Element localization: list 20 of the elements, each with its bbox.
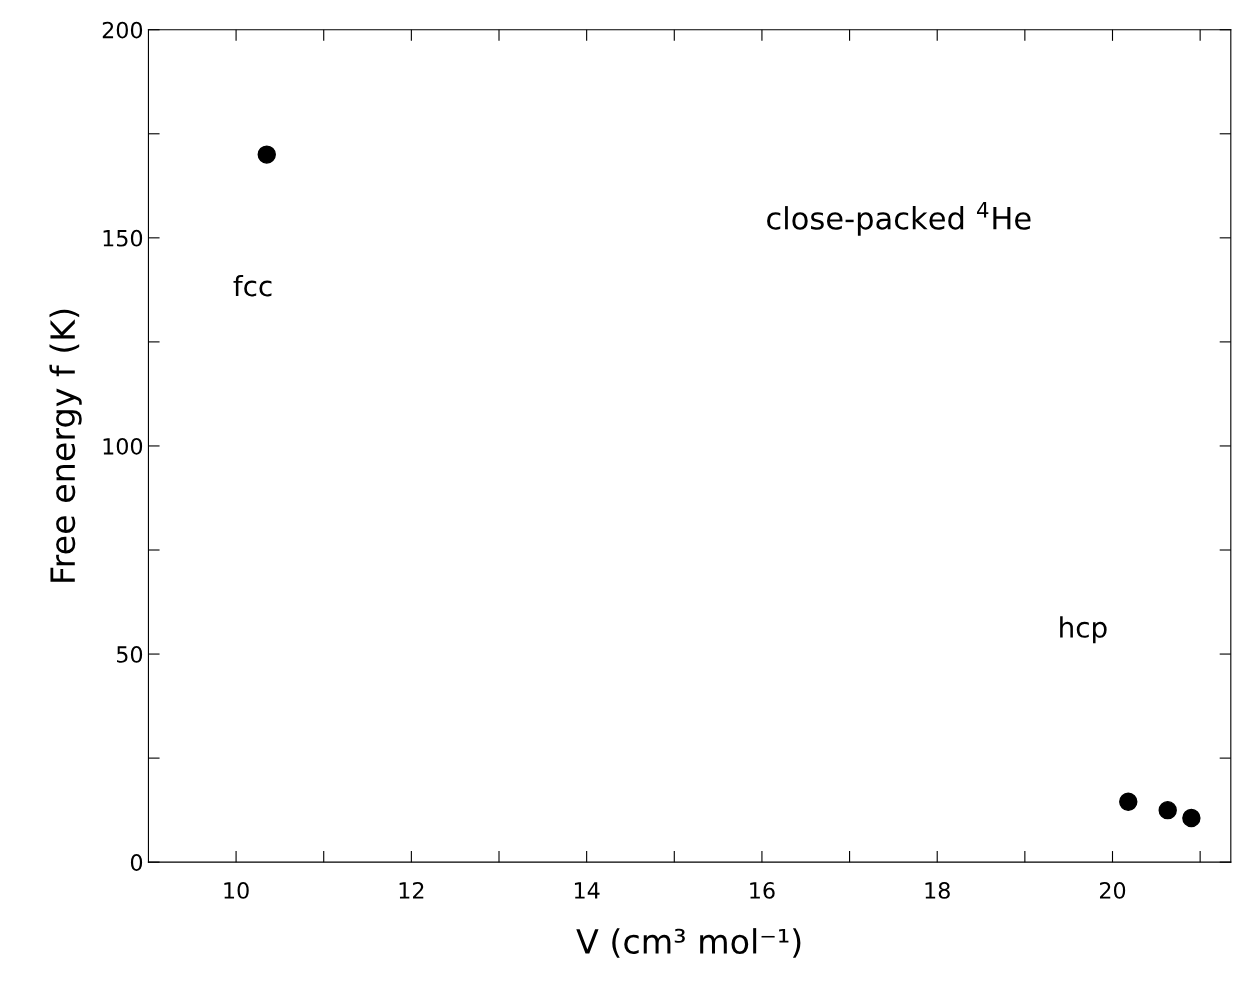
point	[1119, 792, 1138, 812]
x-tick-label: 12	[399, 882, 424, 899]
annotation: close-packed $^{4}$He	[767, 202, 1031, 236]
annotation: hcp	[1060, 616, 1107, 644]
x-tick-label: 10	[224, 882, 249, 899]
annotation: fcc	[233, 275, 272, 297]
y-tick-label: 200	[102, 21, 143, 39]
point	[1182, 808, 1201, 828]
y-axis-title: Free energy f (K)	[49, 309, 82, 582]
y-tick-label: 0	[130, 854, 143, 871]
x-tick-label: 20	[1099, 882, 1126, 899]
x-tick-label: 18	[925, 882, 950, 899]
x-tick-label: 14	[574, 882, 600, 899]
point	[1158, 800, 1177, 820]
y-tick-label: 100	[103, 437, 143, 455]
point	[257, 145, 276, 164]
y-tick-label: 150	[103, 229, 143, 247]
x-tick-label: 16	[750, 882, 775, 899]
y-tick-label: 50	[117, 646, 143, 663]
x-axis-title: V (cm³ mol⁻¹)	[576, 928, 801, 958]
